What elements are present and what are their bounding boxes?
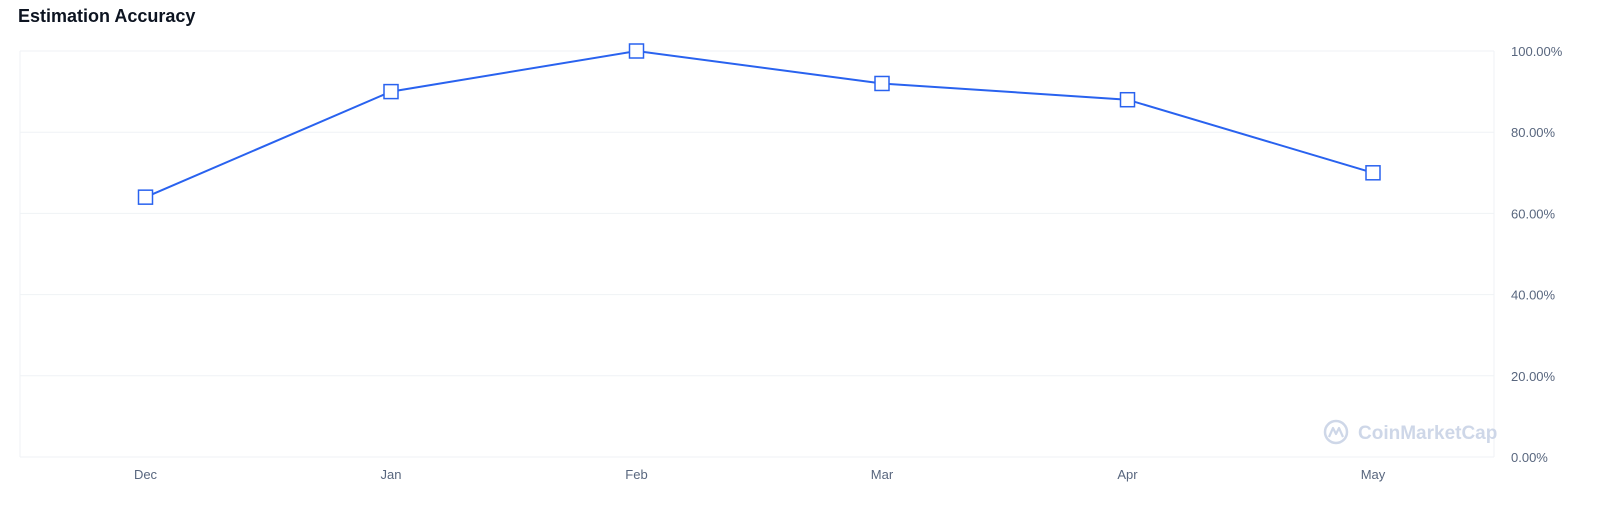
series-line (145, 49, 1374, 199)
watermark: CoinMarketCap (1323, 419, 1497, 445)
y-axis-ticks: 0.00% 20.00% 40.00% 60.00% 80.00% 100.00% (1511, 44, 1563, 465)
x-tick-label: Jan (381, 467, 402, 482)
y-tick-label: 60.00% (1511, 206, 1556, 221)
x-axis-ticks: Dec Jan Feb Mar Apr May (134, 467, 1386, 482)
data-point-marker-feb[interactable] (628, 43, 645, 59)
x-tick-label: Feb (625, 467, 647, 482)
watermark-text: CoinMarketCap (1358, 423, 1497, 444)
y-tick-label: 20.00% (1511, 369, 1556, 384)
data-point-marker-may[interactable] (1365, 165, 1381, 181)
series-markers (137, 43, 1381, 205)
series-line-path (145, 49, 1374, 199)
y-tick-label: 80.00% (1511, 125, 1556, 140)
x-tick-label: Mar (871, 467, 894, 482)
y-tick-label: 100.00% (1511, 44, 1563, 59)
data-point-marker-mar[interactable] (874, 75, 890, 92)
x-tick-label: Apr (1117, 467, 1138, 482)
y-tick-label: 40.00% (1511, 288, 1556, 303)
y-tick-label: 0.00% (1511, 450, 1548, 465)
x-tick-label: Dec (134, 467, 158, 482)
x-tick-label: May (1361, 467, 1386, 482)
data-point-marker-dec[interactable] (137, 189, 154, 205)
coinmarketcap-logo-icon (1323, 419, 1349, 445)
grid-lines (19, 50, 1495, 458)
data-point-marker-jan[interactable] (383, 83, 399, 100)
chart-title: Estimation Accuracy (18, 6, 196, 26)
data-point-marker-apr[interactable] (1119, 91, 1136, 108)
